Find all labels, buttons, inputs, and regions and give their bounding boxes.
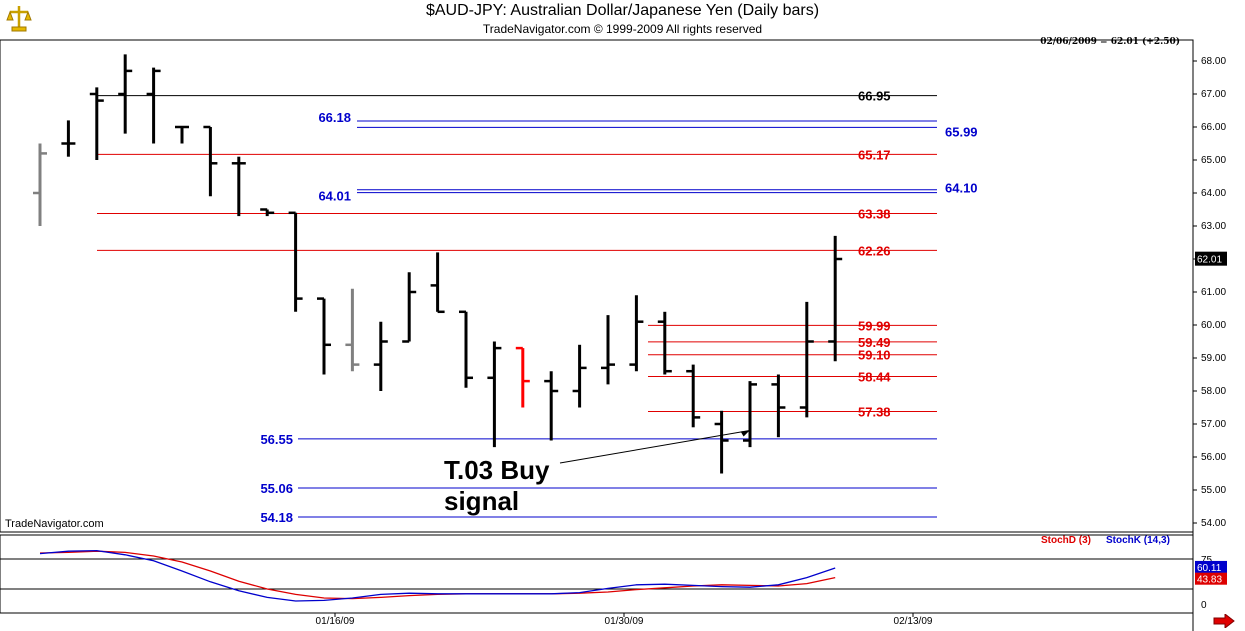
level-label: 65.99 [945,124,978,139]
level-label: 59.10 [858,348,891,363]
stoch-y-tick-label: 75 [1201,555,1213,566]
price-panel-frame [0,39,1194,533]
level-label: 59.49 [858,335,891,350]
watermark: TradeNavigator.com [5,518,104,530]
stochK-line [39,549,836,602]
level-label: 57.38 [858,404,891,419]
last-quote: 02/06/2009 = 62.01 (+2.50) [1040,37,1180,47]
x-tick-label: 01/16/09 [316,616,355,627]
stochD-last-label: 43.83 [1197,575,1222,586]
y-tick-label: 61.00 [1201,287,1226,298]
gold-scale-icon [6,6,32,32]
stoch-panel-frame [0,534,1194,614]
red-right-arrow-icon[interactable] [1213,614,1235,628]
y-tick-label: 56.00 [1201,452,1226,463]
level-label: 54.18 [260,510,293,525]
y-tick-label: 67.00 [1201,89,1226,100]
level-label: 64.10 [945,181,978,196]
annotation-text-line2: signal [444,486,519,516]
y-tick-label: 62.00 [1201,254,1226,265]
y-tick-label: 64.00 [1201,188,1226,199]
level-label: 66.95 [858,89,891,104]
stochD-line [39,550,836,600]
stochK-legend: StochK (14,3) [1106,535,1170,546]
stochK-last-label: 60.11 [1197,563,1222,574]
annotation-arrow-line [559,430,750,464]
y-tick-label: 65.00 [1201,155,1226,166]
y-tick-label: 57.00 [1201,419,1226,430]
level-label: 55.06 [260,481,293,496]
chart-title: $AUD-JPY: Australian Dollar/Japanese Yen… [425,2,820,19]
level-label: 64.01 [318,189,351,204]
stochD-legend: StochD (3) [1041,535,1091,546]
level-label: 59.99 [858,318,891,333]
last-price-box [1195,251,1227,266]
x-tick-label: 02/13/09 [894,616,933,627]
annotation-arrow-head [740,430,750,437]
level-label: 58.44 [858,369,891,384]
y-tick-label: 68.00 [1201,56,1226,67]
level-label: 66.18 [318,110,351,125]
stochK-last-box [1195,560,1227,573]
y-tick-label: 60.00 [1201,320,1226,331]
annotation-text-line1: T.03 Buy [444,455,550,485]
chart-subtitle: TradeNavigator.com © 1999-2009 All right… [482,22,763,36]
y-tick-label: 58.00 [1201,386,1226,397]
y-tick-label: 54.00 [1201,518,1226,529]
level-label: 56.55 [260,432,293,447]
y-tick-label: 59.00 [1201,353,1226,364]
stochD-last-box [1195,572,1227,585]
level-label: 62.26 [858,243,891,258]
last-price-label: 62.01 [1197,255,1222,266]
x-tick-label: 01/30/09 [605,616,644,627]
y-tick-label: 55.00 [1201,485,1226,496]
y-tick-label: 63.00 [1201,221,1226,232]
level-label: 63.38 [858,206,891,221]
level-label: 65.17 [858,147,891,162]
y-tick-label: 66.00 [1201,122,1226,133]
stoch-y-tick-label: 0 [1201,600,1207,611]
